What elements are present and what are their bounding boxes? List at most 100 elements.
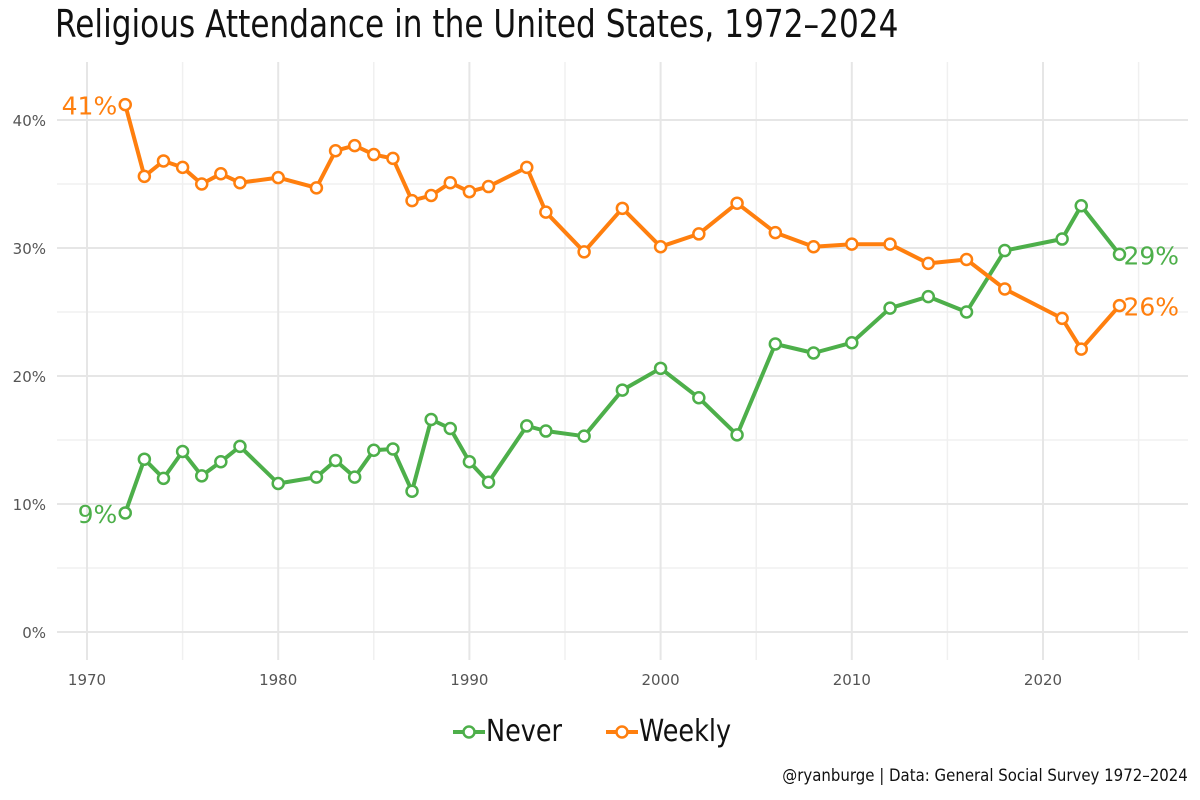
data-point-never bbox=[1055, 232, 1069, 246]
data-point-never bbox=[424, 412, 438, 427]
data-point-never bbox=[328, 453, 343, 468]
legend-item-never: Never bbox=[452, 714, 575, 749]
start-label-weekly: 41% bbox=[62, 92, 118, 121]
x-tick-label: 2000 bbox=[642, 671, 680, 689]
data-point-never bbox=[233, 439, 247, 454]
series-line-never bbox=[123, 203, 1122, 514]
chart-caption: @ryanburge | Data: General Social Survey… bbox=[782, 766, 1188, 786]
data-point-weekly bbox=[577, 245, 591, 259]
data-point-weekly bbox=[424, 188, 438, 203]
data-point-never bbox=[386, 442, 400, 456]
data-point-never bbox=[1074, 199, 1088, 213]
data-point-never bbox=[194, 469, 209, 483]
data-point-never bbox=[883, 301, 897, 315]
x-tick-label: 2020 bbox=[1024, 671, 1062, 689]
data-point-never bbox=[481, 475, 496, 489]
legend-label-never: Never bbox=[486, 714, 563, 749]
data-point-never bbox=[367, 443, 381, 457]
data-point-never bbox=[845, 335, 859, 350]
data-point-never bbox=[462, 455, 477, 469]
data-point-weekly bbox=[998, 282, 1012, 296]
x-tick-label: 1980 bbox=[259, 671, 297, 689]
data-point-never bbox=[998, 243, 1012, 258]
y-tick-label: 40% bbox=[13, 112, 46, 130]
data-point-never bbox=[309, 470, 324, 484]
series-end-labels: 9% 29% 41% 26% bbox=[62, 92, 1179, 529]
end-label-never: 29% bbox=[1123, 241, 1179, 270]
data-point-never bbox=[730, 428, 744, 442]
data-point-never bbox=[347, 470, 362, 484]
data-point-weekly bbox=[367, 147, 381, 162]
x-tick-label: 1970 bbox=[68, 671, 106, 689]
data-point-never bbox=[137, 452, 152, 466]
data-point-never bbox=[443, 421, 458, 436]
data-point-never bbox=[118, 506, 132, 520]
data-point-weekly bbox=[271, 170, 285, 185]
x-tick-label: 1990 bbox=[450, 671, 488, 689]
data-point-never bbox=[405, 484, 419, 498]
data-point-never bbox=[539, 424, 553, 438]
data-point-weekly bbox=[845, 237, 859, 251]
chart-title: Religious Attendance in the United State… bbox=[55, 2, 899, 46]
data-point-never bbox=[921, 289, 936, 304]
data-point-never bbox=[520, 419, 534, 433]
data-point-never bbox=[1112, 247, 1127, 262]
data-point-weekly bbox=[692, 227, 706, 241]
data-point-weekly bbox=[405, 193, 419, 208]
legend: Never Weekly bbox=[0, 714, 1200, 750]
data-point-never bbox=[959, 305, 974, 319]
data-point-weekly bbox=[118, 97, 132, 112]
data-point-weekly bbox=[1055, 311, 1069, 326]
y-tick-label: 10% bbox=[13, 496, 46, 514]
data-point-weekly bbox=[347, 138, 362, 153]
data-point-weekly bbox=[539, 205, 553, 219]
data-point-never bbox=[156, 471, 171, 486]
data-point-never bbox=[214, 455, 228, 469]
data-point-weekly bbox=[806, 239, 821, 254]
data-point-weekly bbox=[653, 239, 668, 254]
data-point-weekly bbox=[137, 169, 152, 184]
x-tick-label: 2010 bbox=[833, 671, 871, 689]
legend-item-weekly: Weekly bbox=[605, 714, 747, 749]
data-point-never bbox=[615, 383, 630, 397]
data-point-never bbox=[271, 476, 285, 491]
data-point-weekly bbox=[1074, 342, 1088, 356]
axis-tick-labels: 1970 1980 1990 2000 2010 2020 0% 10% 20% 30% 40% bbox=[13, 112, 1062, 689]
legend-key-weekly bbox=[606, 724, 639, 739]
data-point-never bbox=[768, 337, 783, 351]
data-point-weekly bbox=[1112, 298, 1127, 313]
data-point-weekly bbox=[921, 256, 936, 271]
data-point-never bbox=[692, 391, 706, 405]
data-point-weekly bbox=[883, 237, 897, 251]
data-point-weekly bbox=[156, 154, 171, 168]
data-point-never bbox=[175, 444, 190, 459]
data-point-weekly bbox=[328, 143, 343, 158]
data-point-weekly bbox=[481, 179, 496, 194]
legend-key-never bbox=[453, 724, 486, 739]
data-point-weekly bbox=[443, 175, 458, 190]
y-tick-label: 30% bbox=[13, 240, 46, 258]
data-point-never bbox=[577, 429, 591, 443]
data-point-weekly bbox=[194, 177, 209, 191]
data-point-weekly bbox=[730, 196, 744, 210]
series-points bbox=[118, 97, 1127, 520]
data-point-weekly bbox=[520, 160, 534, 175]
y-tick-label: 20% bbox=[13, 368, 46, 386]
data-point-weekly bbox=[214, 167, 228, 181]
data-point-weekly bbox=[309, 181, 324, 195]
data-point-weekly bbox=[615, 201, 630, 216]
start-label-never: 9% bbox=[78, 500, 118, 529]
data-point-weekly bbox=[959, 252, 974, 267]
data-point-weekly bbox=[768, 225, 783, 240]
y-tick-label: 0% bbox=[22, 624, 46, 642]
legend-label-weekly: Weekly bbox=[639, 714, 732, 749]
grid bbox=[57, 62, 1188, 660]
data-point-weekly bbox=[175, 160, 190, 175]
data-point-never bbox=[806, 346, 821, 360]
data-point-weekly bbox=[462, 184, 477, 199]
data-point-never bbox=[653, 361, 668, 376]
data-point-weekly bbox=[386, 151, 400, 166]
data-point-weekly bbox=[233, 175, 247, 190]
end-label-weekly: 26% bbox=[1123, 293, 1179, 322]
